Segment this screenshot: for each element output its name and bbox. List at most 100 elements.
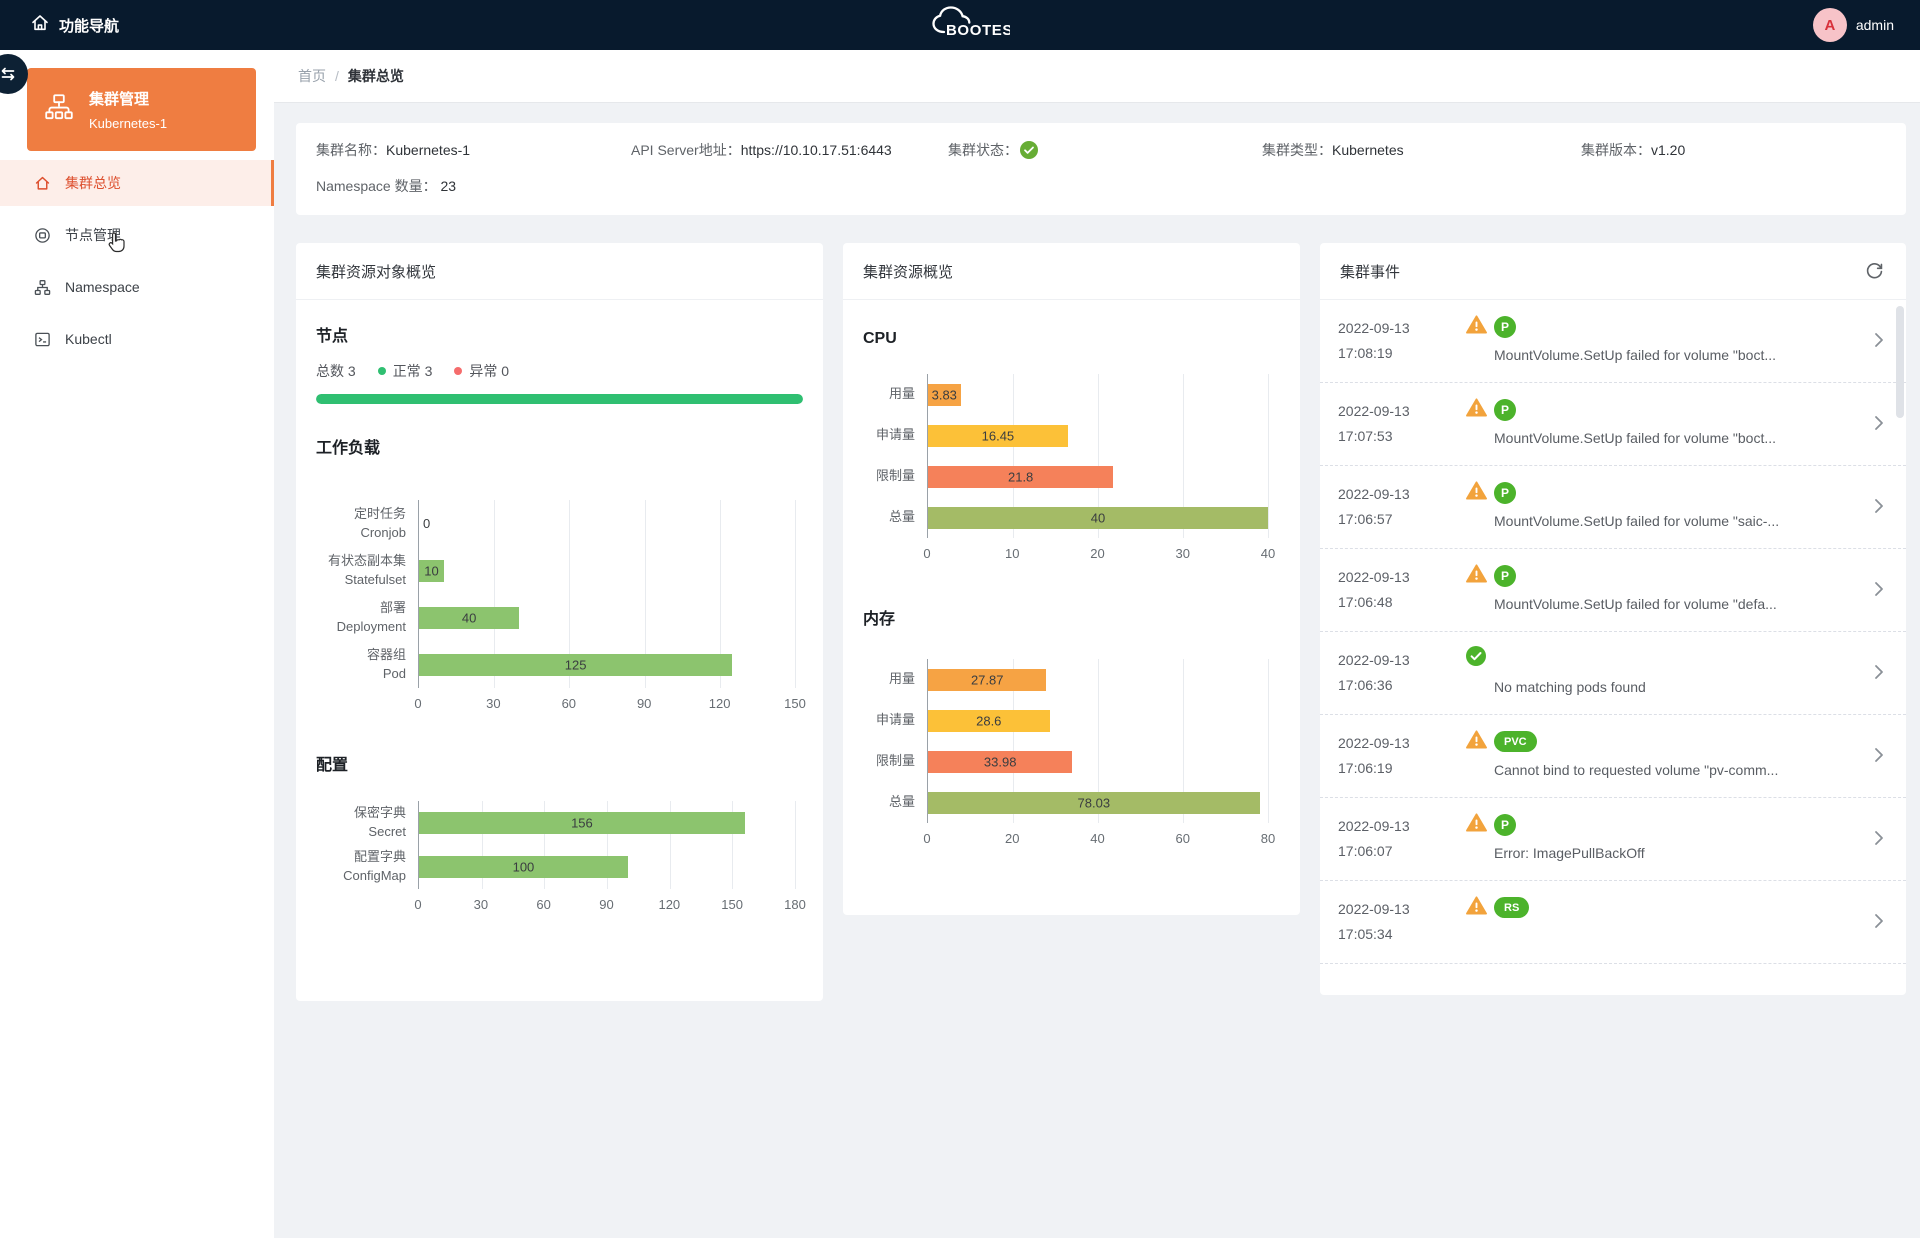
chevron-right-icon[interactable] <box>1874 581 1898 597</box>
home-icon <box>30 13 50 37</box>
bar-memory-3: 78.03 <box>928 791 1260 814</box>
sidebar-item-kubectl[interactable]: Kubectl <box>0 316 274 362</box>
bar-value-label: 40 <box>1090 510 1106 525</box>
event-content: P MountVolume.SetUp failed for volume "bo… <box>1466 314 1874 365</box>
bar-cpu-1: 16.45 <box>928 424 1068 447</box>
nav-menu-button[interactable]: 功能导航 <box>30 13 119 37</box>
event-row[interactable]: 2022-09-13 17:06:36 No matching pods found <box>1320 632 1906 715</box>
bar-cpu-0: 3.83 <box>928 383 961 406</box>
bar-value-label: 28.6 <box>976 713 1002 728</box>
event-message: Cannot bind to requested volume "pv-comm… <box>1494 762 1779 778</box>
event-message: No matching pods found <box>1494 679 1646 695</box>
x-axis-ticks: 0 30 60 90 120 150 180 <box>414 894 805 918</box>
bar-value-label: 33.98 <box>983 754 1017 769</box>
refresh-button[interactable] <box>1863 260 1886 283</box>
chevron-right-icon[interactable] <box>1874 830 1898 846</box>
chart-bar-row: 100 <box>419 845 795 889</box>
event-message: MountVolume.SetUp failed for volume "boc… <box>1494 430 1777 446</box>
event-date: 2022-09-13 <box>1338 652 1410 668</box>
gridline <box>1183 374 1184 538</box>
event-row[interactable]: 2022-09-13 17:06:07 P Error: ImagePullBackO… <box>1320 798 1906 881</box>
event-row[interactable]: 2022-09-13 17:07:53 P MountVolume.SetUp fai… <box>1320 383 1906 466</box>
chart-category-label: 配置字典 ConfigMap <box>343 849 406 883</box>
chevron-right-icon[interactable] <box>1874 332 1898 348</box>
chart-bar-row: 78.03 <box>928 782 1268 823</box>
gridline <box>1268 659 1269 823</box>
panel-cluster-objects: 集群资源对象概览 节点 总数 3 正常 3 异常 0 工作负载 定时任务 Cronj… <box>296 243 823 1001</box>
bar-value-label: 16.45 <box>981 428 1015 443</box>
gridline <box>544 801 546 889</box>
axis-tick-label: 90 <box>599 897 614 912</box>
bar-value-label: 0 <box>423 516 431 531</box>
event-row[interactable]: 2022-09-13 17:05:34 RS <box>1320 881 1906 964</box>
chart-body-workload: 定时任务 Cronjob 有状态副本集 Statefulset 部署 Deployment… <box>310 500 806 717</box>
event-date: 2022-09-13 <box>1338 901 1410 917</box>
gridline <box>644 500 646 688</box>
node-stats: 总数 3 正常 3 异常 0 <box>296 361 823 381</box>
bar-value-label: 21.8 <box>1007 469 1034 484</box>
sidebar-item-label: Namespace <box>65 279 140 295</box>
chart-title-workload: 工作负载 <box>316 440 381 457</box>
x-axis-ticks: 0 10 20 30 40 <box>923 543 1275 567</box>
axis-tick-label: 30 <box>486 696 501 711</box>
chart-category-label: 用量 <box>888 671 915 687</box>
sidebar-item-namespace[interactable]: Namespace <box>0 264 274 310</box>
bar-value-label: 125 <box>564 657 587 672</box>
event-datetime: 2022-09-13 17:06:36 <box>1338 647 1466 697</box>
sidebar-item-label: Kubectl <box>65 331 112 347</box>
chart-body-config: 保密字典 Secret 配置字典 ConfigMap 156 100 0 30 60 90 120 1… <box>310 801 806 918</box>
gridline <box>1098 374 1099 538</box>
event-content: P MountVolume.SetUp failed for volume "bo… <box>1466 397 1874 448</box>
breadcrumb-home[interactable]: 首页 <box>298 68 326 84</box>
status-ok-icon <box>1020 141 1038 159</box>
gridline <box>481 801 483 889</box>
info-field-label: 集群状态： <box>948 142 1018 158</box>
info-field: 集群类型： Kubernetes <box>1262 140 1581 160</box>
panel-cluster-resources: 集群资源概览 CPU 用量 申请量 限制量 总量 3.83 16.45 21.8 40 0 10 20… <box>843 243 1300 915</box>
event-content: P Error: ImagePullBackOff <box>1466 812 1874 863</box>
user-menu[interactable]: A admin <box>1812 8 1894 42</box>
cluster-info-row: 集群名称： Kubernetes-1 API Server地址： https://10… <box>316 140 1886 160</box>
event-date: 2022-09-13 <box>1338 486 1410 502</box>
cluster-card-subtitle: Kubernetes-1 <box>89 116 168 131</box>
gridline <box>669 801 671 889</box>
kubectl-icon <box>34 331 51 348</box>
chart-bar-row: 27.87 <box>928 659 1268 700</box>
axis-tick-label: 150 <box>721 897 744 912</box>
event-time: 17:07:53 <box>1338 427 1393 444</box>
event-date: 2022-09-13 <box>1338 403 1410 419</box>
event-badge: P <box>1494 813 1516 836</box>
chevron-right-icon[interactable] <box>1874 747 1898 763</box>
sidebar-item-overview[interactable]: 集群总览 <box>0 160 274 206</box>
cluster-card-title: 集群管理 <box>89 91 150 108</box>
bar-value-label: 10 <box>424 563 439 578</box>
sidebar-item-nodes[interactable]: 节点管理 <box>0 212 274 258</box>
chart-category-label: 申请量 <box>875 427 915 443</box>
chevron-right-icon[interactable] <box>1874 913 1898 929</box>
chevron-right-icon[interactable] <box>1874 415 1898 431</box>
cluster-card[interactable]: 集群管理 Kubernetes-1 <box>27 68 256 151</box>
event-datetime: 2022-09-13 17:05:34 <box>1338 896 1466 946</box>
scrollbar-thumb[interactable] <box>1896 306 1904 418</box>
event-row[interactable]: 2022-09-13 17:06:57 P MountVolume.SetUp fai… <box>1320 466 1906 549</box>
chevron-right-icon[interactable] <box>1874 498 1898 514</box>
event-datetime: 2022-09-13 17:06:07 <box>1338 813 1466 863</box>
cluster-info-card: 集群名称： Kubernetes-1 API Server地址： https://10… <box>296 123 1906 215</box>
chart-category-label: 申请量 <box>875 712 915 728</box>
chart-title-cpu: CPU <box>863 330 897 347</box>
info-field-value: Kubernetes <box>1332 142 1404 158</box>
node-health-bar <box>316 394 803 404</box>
chevron-right-icon[interactable] <box>1874 664 1898 680</box>
namespace-icon <box>34 279 51 296</box>
event-row[interactable]: 2022-09-13 17:08:19 P MountVolume.SetUp fai… <box>1320 300 1906 383</box>
x-axis-ticks: 0 20 40 60 80 <box>923 828 1275 852</box>
chart-category-label: 限制量 <box>875 468 915 484</box>
namespace-count: Namespace 数量： 23 <box>316 176 1886 196</box>
node-total-value: 3 <box>347 363 356 379</box>
sidebar-collapse-button[interactable] <box>0 54 28 94</box>
event-row[interactable]: 2022-09-13 17:06:19 PVC Cannot bind to requ… <box>1320 715 1906 798</box>
axis-tick-label: 20 <box>1005 831 1020 846</box>
event-row[interactable]: 2022-09-13 17:06:48 P MountVolume.SetUp fai… <box>1320 549 1906 632</box>
gridline <box>795 801 796 889</box>
event-message: MountVolume.SetUp failed for volume "boc… <box>1494 347 1777 363</box>
